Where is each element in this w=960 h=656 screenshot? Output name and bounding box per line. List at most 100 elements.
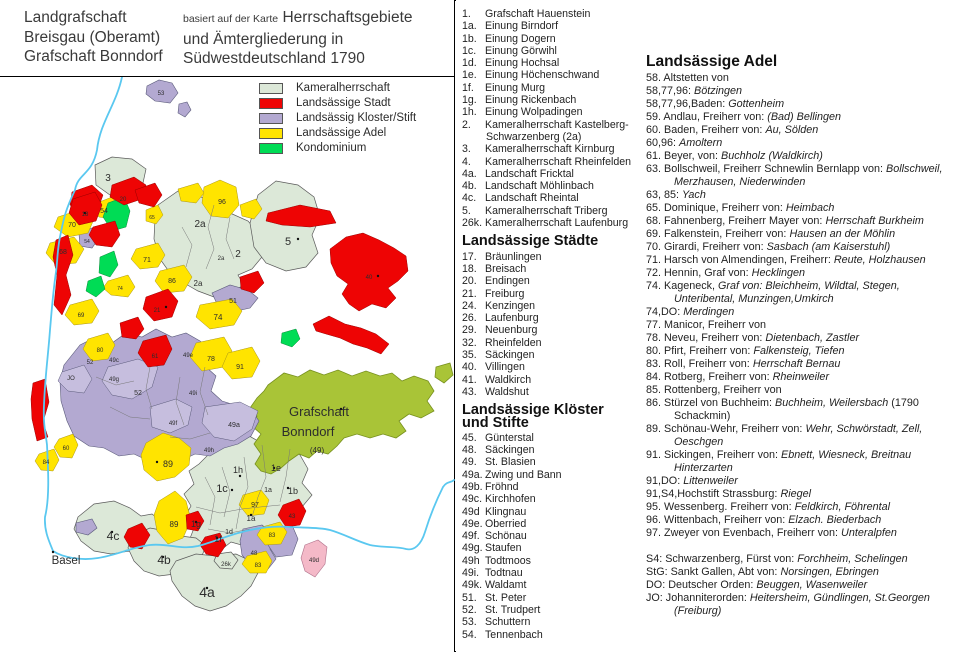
town-dot	[194, 520, 198, 524]
map-label: 5	[285, 236, 291, 248]
map-label: 83	[255, 563, 262, 569]
map-label: 1e	[271, 463, 281, 473]
map-label: 43	[289, 514, 296, 520]
adel-item: 96. Wittenbach, Freiherr von: Elzach. Bi…	[646, 514, 956, 527]
region-sttrudpert-52	[101, 358, 159, 400]
region-redH	[239, 270, 265, 294]
internal-borders	[95, 204, 291, 534]
map-label: 1f	[214, 534, 222, 544]
map-label: 1b	[288, 486, 298, 496]
list-item: 1c. Einung Görwihl	[462, 45, 654, 57]
map-label: 26k	[221, 562, 232, 568]
region-jo-basel	[75, 518, 98, 536]
adel-item-places: Unteralpfen	[841, 527, 897, 539]
order-item-places: Heitersheim, Gündlingen, St.Georgen (Fre…	[674, 592, 930, 617]
region-neuenburg-29	[30, 378, 50, 442]
map-label: 54	[100, 208, 108, 215]
town-dot	[238, 474, 242, 478]
region-schuttern-blob	[177, 101, 192, 118]
region-schoenauwehr-89	[140, 432, 192, 482]
region-pfirt-80	[82, 332, 116, 362]
map-label: 61	[152, 354, 159, 360]
map-label: 48	[251, 551, 258, 557]
map-label: 65	[149, 215, 155, 221]
town-dot	[110, 530, 114, 534]
map-label: 49g	[109, 377, 119, 383]
region-dominique-65	[145, 204, 164, 225]
adel-item-places: Hecklingen	[751, 267, 806, 279]
adel-item: 91,DO: Littenweiler	[646, 475, 956, 488]
item-number: 54.	[462, 628, 477, 641]
adel-item-head: 78. Neveu, Freiherr von:	[646, 332, 763, 344]
order-item: DO: Deutscher Orden: Beuggen, Wasenweile…	[646, 579, 956, 592]
map-label: 40	[366, 275, 373, 281]
adel-item-head: 63. Bollschweil, Freiherr Schnewlin Bern…	[646, 163, 884, 175]
list-item: 1d. Einung Hochsal	[462, 57, 654, 69]
legend-row: Landsässig Kloster/Stift	[259, 112, 416, 124]
legend-label: Landsässige Adel	[296, 127, 387, 139]
adel-item: 60,96: Amoltern	[646, 137, 956, 150]
map-label: 1d	[225, 529, 233, 536]
list-item: 4a. Landschaft Fricktal	[462, 168, 654, 180]
item-number: 21.	[462, 287, 477, 300]
adel-item-head: 96. Wittenbach, Freiherr von:	[646, 514, 786, 526]
item-name: Waldamt	[485, 579, 527, 592]
order-item: JO: Johanniterorden: Heitersheim, Gündli…	[646, 592, 956, 618]
item-name: Waldkirch	[485, 373, 532, 386]
town-dot	[155, 460, 159, 464]
item-number: 1h.	[462, 106, 477, 119]
adel-item-head: 63, 85:	[646, 189, 680, 201]
list-item: 21. Freiburg	[462, 288, 654, 300]
adel-item-places: Elzach. Biederbach	[788, 514, 882, 526]
adel-regions	[34, 179, 288, 574]
list-item: 32. Rheinfelden	[462, 337, 654, 349]
pink-region-group	[300, 539, 328, 578]
adel-item-head: 97. Zweyer von Evenbach, Freiherr von:	[646, 527, 839, 539]
list-item: 51. St. Peter	[462, 592, 654, 604]
region-villingen-40	[329, 232, 409, 312]
item-name: Einung Murg	[485, 81, 546, 94]
item-name: Kameralherrschaft Laufenburg	[485, 217, 629, 230]
map-label: 49c	[109, 358, 119, 364]
item-name: Einung Rickenbach	[485, 94, 577, 107]
item-number: 40.	[462, 361, 477, 374]
item-number: 1e.	[462, 69, 477, 82]
adel-item: 68. Fahnenberg, Freiherr Mayer von: Herr…	[646, 215, 956, 228]
town-dot	[249, 513, 253, 517]
adel-item-head: 91,S4,Hochstift Strassburg:	[646, 488, 778, 500]
legend-label: Kondominium	[296, 142, 367, 154]
list-item: 49h Todtmoos	[462, 555, 654, 567]
adel-item: 89. Schönau-Wehr, Freiherr von: Wehr, Sc…	[646, 423, 956, 449]
item-number: 49f.	[462, 530, 480, 543]
item-number: 1f.	[462, 81, 474, 94]
map-label: 54	[84, 239, 90, 245]
map-label: 4a	[199, 584, 215, 600]
map-label: 70	[68, 222, 76, 229]
adel-item: 63, 85: Yach	[646, 189, 956, 202]
region-braeunlingen-17	[312, 315, 390, 355]
adel-item: 95. Wessenberg. Freiherr von: Feldkirch,…	[646, 501, 956, 514]
item-number: 17.	[462, 250, 477, 263]
adel-item-head: 71. Harsch von Almendingen, Freiherr:	[646, 254, 831, 266]
adel-item: 91,S4,Hochstift Strassburg: Riegel	[646, 488, 956, 501]
item-number: 4a.	[462, 167, 477, 180]
item-number: 53.	[462, 616, 477, 629]
item-number: 49k.	[462, 579, 483, 592]
item-number: 18.	[462, 262, 477, 275]
town-dot	[51, 550, 55, 554]
adel-item-places: Buchheim, Weilersbach	[775, 397, 889, 409]
item-number: 51.	[462, 591, 477, 604]
adel-item-head: 69. Falkenstein, Freiherr von:	[646, 228, 787, 240]
region-freiburg-21	[142, 288, 179, 322]
region-bonndorf-49	[249, 369, 435, 475]
rhine-river	[42, 76, 455, 560]
adel-item-head: 60,96:	[646, 137, 677, 149]
town-dot	[376, 274, 380, 278]
legend-swatch	[259, 142, 283, 154]
title-source-line3: Südwestdeutschland 1790	[183, 50, 365, 67]
map-label: 69	[78, 313, 85, 319]
region-kageneck-74	[195, 298, 243, 330]
adel-item: 63. Bollschweil, Freiherr Schnewlin Bern…	[646, 163, 956, 189]
right-panel: 1. Grafschaft Hauenstein 1a. Einung Birndo…	[456, 0, 960, 652]
adel-item: 58,77,96,Baden: Gottenheim	[646, 98, 956, 111]
